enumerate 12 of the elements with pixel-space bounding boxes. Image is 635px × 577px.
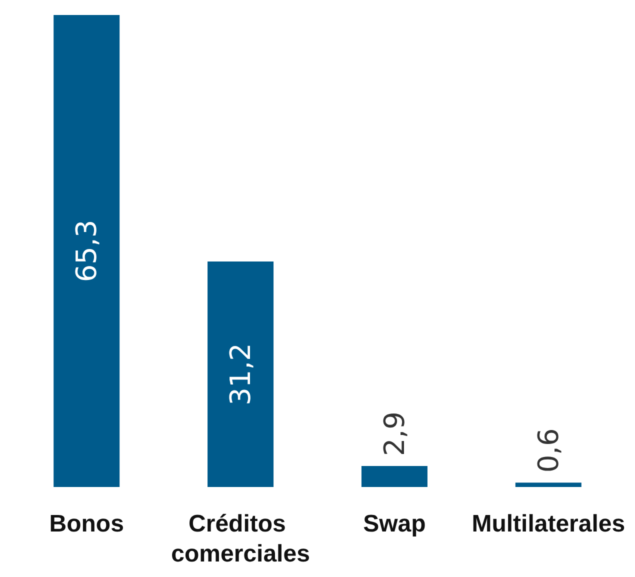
bar bbox=[515, 482, 582, 487]
bar bbox=[208, 261, 274, 487]
x-tick-label: Multilaterales bbox=[472, 510, 626, 538]
data-label: 31,2 bbox=[224, 343, 258, 406]
data-label: 2,9 bbox=[378, 412, 411, 456]
bar bbox=[361, 466, 428, 487]
data-label: 65,3 bbox=[70, 220, 104, 282]
x-tick-label: Bonos bbox=[49, 510, 124, 538]
data-label: 0,6 bbox=[532, 428, 565, 473]
bar bbox=[54, 15, 120, 487]
x-tick-label: Swap bbox=[363, 510, 426, 538]
x-tick-label: Créditos comerciales bbox=[171, 510, 310, 568]
